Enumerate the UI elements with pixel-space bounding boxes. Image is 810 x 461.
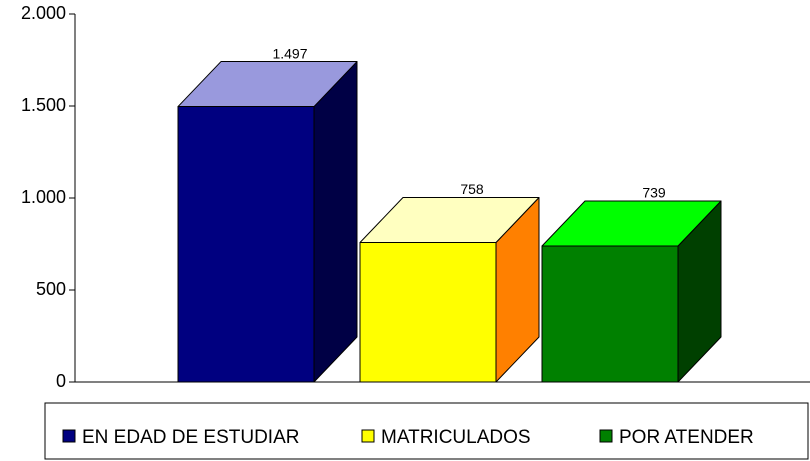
legend-box [44,402,809,460]
value-label: 1.497 [272,45,307,61]
legend-label: MATRICULADOS [381,427,531,448]
legend-swatch [361,429,375,443]
legend-swatch [62,429,76,443]
bar [177,106,315,383]
value-label: 739 [642,185,666,201]
bar [541,245,679,383]
legend-label: EN EDAD DE ESTUDIAR [82,427,299,448]
y-tick-label: 1.000 [21,187,66,207]
bar-side [313,61,358,383]
y-tick-label: 500 [36,279,66,299]
value-label: 758 [460,181,484,197]
legend-label: POR ATENDER [619,427,754,448]
y-tick-label: 2.000 [21,3,66,23]
y-tick-label: 1.500 [21,95,66,115]
bar [359,242,497,383]
y-tick-label: 0 [56,371,66,391]
legend-swatch [599,429,613,443]
